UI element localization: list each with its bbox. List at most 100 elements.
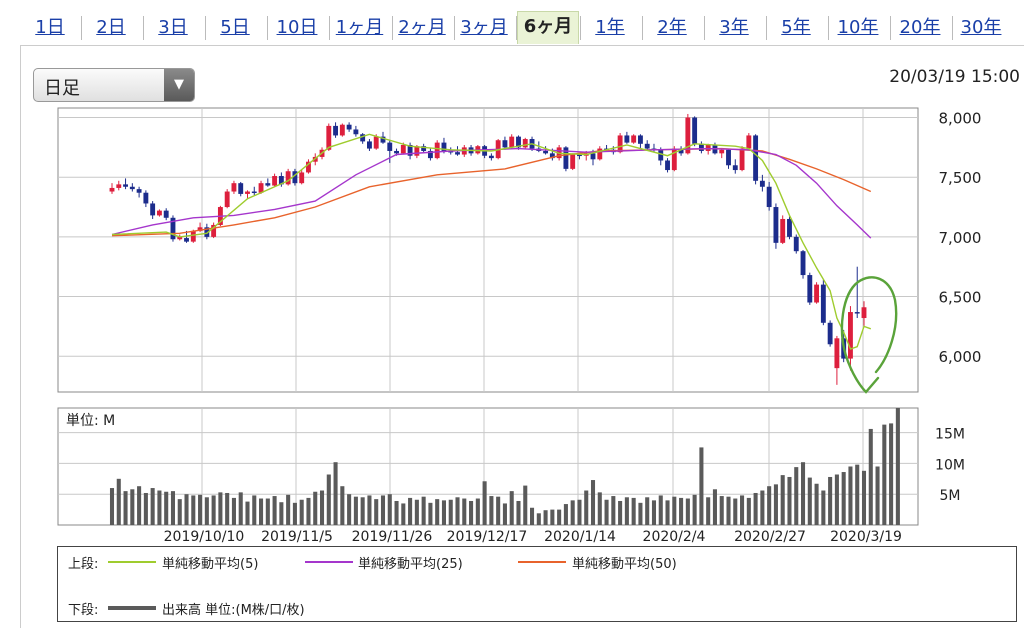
volume-bar — [326, 474, 331, 525]
candle-body — [746, 135, 752, 149]
tab-5日[interactable]: 5日 — [220, 17, 250, 38]
volume-bar — [374, 499, 379, 525]
candle-body — [360, 134, 366, 142]
candle-body — [211, 224, 217, 237]
candle-body — [624, 135, 630, 143]
tab-10日[interactable]: 10日 — [276, 17, 318, 38]
volume-bar — [401, 503, 406, 525]
volume-bar — [767, 486, 772, 525]
candle-body — [637, 135, 643, 144]
x-axis-label: 2019/10/10 — [164, 529, 245, 545]
volume-bar — [435, 499, 440, 525]
volume-bar — [191, 495, 196, 525]
candle-body — [577, 154, 582, 157]
tab-separator — [952, 16, 953, 40]
candle-body — [543, 150, 549, 154]
volume-unit-label: 単位: M — [66, 413, 115, 429]
x-axis-label: 2019/11/26 — [352, 529, 433, 545]
annotation-circle — [840, 276, 898, 394]
volume-bar — [807, 477, 812, 525]
volume-bar — [672, 496, 677, 525]
candle-body — [306, 161, 311, 173]
candle-body — [448, 150, 454, 153]
volume-bar — [340, 486, 345, 525]
volume-bar — [563, 504, 568, 525]
tab-20年[interactable]: 20年 — [899, 17, 941, 38]
volume-bar — [489, 496, 494, 525]
tab-30年[interactable]: 30年 — [960, 17, 1002, 38]
tab-2年[interactable]: 2年 — [657, 17, 687, 38]
price-tick-label: 6,000 — [939, 348, 982, 366]
candle-body — [516, 136, 521, 148]
tab-5年[interactable]: 5年 — [781, 17, 811, 38]
tab-10年[interactable]: 10年 — [837, 17, 879, 38]
volume-bar — [645, 497, 650, 525]
tab-1日[interactable]: 1日 — [35, 17, 65, 38]
chevron-down-icon[interactable]: ▼ — [164, 69, 194, 101]
candle-body — [163, 210, 169, 218]
volume-bar — [679, 497, 684, 525]
volume-bar — [123, 491, 128, 525]
candle-body — [387, 142, 393, 151]
volume-bar — [543, 510, 548, 525]
period-select[interactable]: 日足 ▼ — [33, 68, 195, 102]
price-tick-label: 8,000 — [939, 110, 982, 128]
legend-ma50-swatch — [518, 561, 566, 563]
candle-body — [685, 117, 691, 154]
volume-bar — [204, 497, 209, 525]
candle-body — [407, 144, 413, 156]
candle-body — [590, 153, 596, 160]
volume-bar — [706, 497, 711, 525]
tab-3日[interactable]: 3日 — [158, 17, 188, 38]
candle-body — [333, 125, 339, 136]
tab-2日[interactable]: 2日 — [96, 17, 126, 38]
volume-bar — [130, 489, 135, 525]
volume-bar — [272, 496, 277, 525]
volume-bar — [225, 492, 230, 525]
tab-separator — [205, 16, 206, 40]
candle-body — [129, 186, 135, 190]
volume-bar — [895, 408, 900, 525]
legend-lower-label: 下段: — [68, 603, 99, 618]
candle-body — [238, 183, 244, 194]
volume-bar — [658, 495, 663, 525]
tab-separator — [828, 16, 829, 40]
candle-body — [299, 172, 305, 184]
candle-body — [224, 191, 230, 208]
candle-body — [759, 180, 765, 187]
candle-body — [184, 238, 189, 242]
candle-body — [177, 236, 183, 240]
volume-bar — [516, 500, 521, 525]
tab-3年[interactable]: 3年 — [719, 17, 749, 38]
tab-separator — [392, 16, 393, 40]
candle-body — [400, 144, 406, 154]
volume-bar — [353, 496, 358, 525]
candle-body — [156, 210, 162, 216]
tab-3ヶ月[interactable]: 3ヶ月 — [460, 17, 508, 38]
candle-body — [455, 152, 460, 155]
volume-bar — [651, 500, 657, 525]
candle-body — [373, 136, 379, 149]
candle-body — [326, 125, 332, 150]
tab-separator — [329, 16, 330, 40]
volume-bar — [387, 494, 392, 525]
volume-bar — [448, 499, 453, 525]
tab-1ヶ月[interactable]: 1ヶ月 — [335, 17, 384, 38]
candle-body — [549, 153, 555, 159]
period-select-value: 日足 — [44, 78, 80, 99]
volume-bar — [753, 492, 758, 525]
tab-separator — [81, 16, 82, 40]
volume-bar — [441, 500, 446, 525]
candle-body — [753, 135, 759, 181]
tab-6ヶ月[interactable]: 6ヶ月 — [517, 11, 579, 44]
candle-body — [807, 275, 813, 303]
chart-panel — [20, 46, 1024, 628]
candle-body — [380, 136, 386, 143]
tab-2ヶ月[interactable]: 2ヶ月 — [398, 17, 446, 38]
candle-body — [692, 117, 698, 144]
candle-body — [766, 186, 772, 208]
volume-bar — [760, 490, 765, 525]
tab-1年[interactable]: 1年 — [595, 17, 625, 38]
candle-body — [488, 155, 494, 159]
volume-bar — [692, 494, 697, 525]
